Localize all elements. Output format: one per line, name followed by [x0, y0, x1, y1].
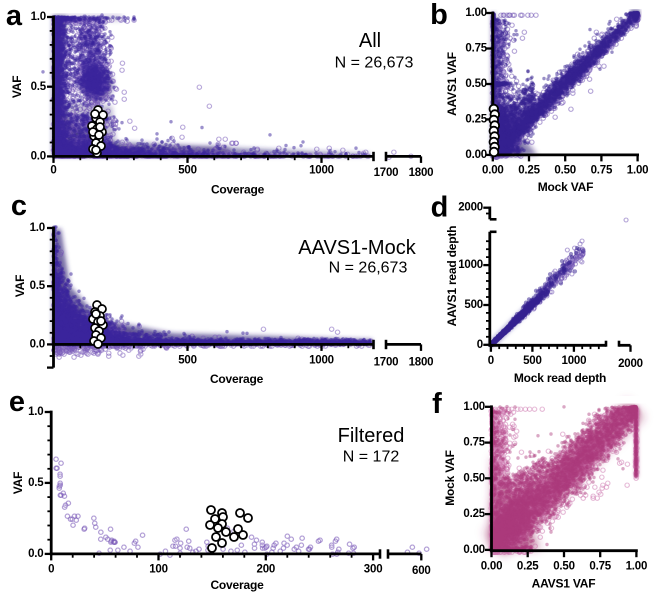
svg-text:1800: 1800: [409, 357, 434, 369]
svg-text:0.50: 0.50: [554, 165, 576, 177]
svg-text:b: b: [430, 0, 448, 31]
svg-text:All: All: [359, 30, 381, 52]
svg-text:0.50: 0.50: [553, 561, 575, 573]
svg-text:AAVS1-Mock: AAVS1-Mock: [298, 237, 416, 259]
svg-text:Coverage: Coverage: [210, 372, 264, 386]
svg-text:0.5: 0.5: [30, 280, 46, 292]
svg-text:VAF: VAF: [11, 472, 25, 495]
svg-text:0.50: 0.50: [465, 78, 487, 90]
svg-text:VAF: VAF: [13, 275, 27, 298]
svg-text:1.00: 1.00: [627, 165, 649, 177]
svg-text:0: 0: [48, 564, 54, 576]
svg-text:N = 26,673: N = 26,673: [329, 260, 408, 277]
svg-text:a: a: [6, 0, 23, 32]
svg-text:Filtered: Filtered: [338, 425, 405, 447]
svg-text:0.75: 0.75: [463, 437, 485, 449]
svg-text:300: 300: [364, 564, 383, 576]
svg-text:0.0: 0.0: [28, 548, 43, 560]
svg-text:0.25: 0.25: [518, 165, 540, 177]
svg-text:N = 26,673: N = 26,673: [335, 55, 414, 72]
svg-text:500: 500: [523, 355, 542, 367]
svg-text:0.25: 0.25: [463, 508, 485, 520]
svg-text:0.0: 0.0: [30, 338, 45, 350]
svg-text:0: 0: [50, 165, 56, 177]
svg-text:f: f: [432, 388, 442, 420]
svg-text:0.00: 0.00: [482, 165, 504, 177]
svg-text:1000: 1000: [309, 355, 334, 367]
svg-text:Mock read depth: Mock read depth: [514, 371, 606, 385]
svg-text:1800: 1800: [409, 167, 434, 179]
svg-text:d: d: [431, 192, 449, 224]
svg-text:e: e: [9, 386, 25, 418]
svg-text:Mock VAF: Mock VAF: [538, 180, 594, 194]
svg-text:1000: 1000: [309, 165, 334, 177]
svg-text:0.75: 0.75: [465, 43, 487, 55]
svg-text:500: 500: [178, 165, 197, 177]
svg-text:Coverage: Coverage: [210, 578, 264, 592]
svg-text:0.50: 0.50: [463, 472, 485, 484]
svg-text:0: 0: [488, 355, 494, 367]
svg-text:500: 500: [178, 355, 197, 367]
svg-text:0: 0: [477, 339, 483, 351]
svg-text:0.0: 0.0: [31, 150, 46, 162]
svg-text:500: 500: [464, 299, 483, 311]
svg-text:0.00: 0.00: [481, 561, 503, 573]
svg-text:1700: 1700: [374, 167, 399, 179]
svg-text:1.00: 1.00: [465, 7, 487, 19]
svg-text:VAF: VAF: [10, 76, 24, 99]
svg-text:1000: 1000: [458, 259, 483, 271]
svg-text:0.25: 0.25: [517, 561, 539, 573]
svg-text:N = 172: N = 172: [343, 449, 400, 466]
svg-text:2000: 2000: [618, 358, 643, 370]
svg-text:1.0: 1.0: [28, 406, 43, 418]
svg-text:0.00: 0.00: [463, 544, 485, 556]
svg-text:0.5: 0.5: [28, 477, 44, 489]
svg-text:0.75: 0.75: [591, 165, 613, 177]
svg-text:0.75: 0.75: [589, 561, 611, 573]
svg-text:0.25: 0.25: [465, 113, 487, 125]
svg-text:600: 600: [412, 565, 431, 577]
svg-text:1.00: 1.00: [463, 401, 485, 413]
svg-text:1000: 1000: [562, 355, 587, 367]
svg-text:AAVS1 VAF: AAVS1 VAF: [532, 577, 596, 591]
svg-text:0.00: 0.00: [465, 149, 487, 161]
svg-text:1.00: 1.00: [626, 561, 648, 573]
svg-text:200: 200: [257, 564, 276, 576]
svg-text:Mock VAF: Mock VAF: [443, 450, 457, 506]
svg-text:1.0: 1.0: [30, 222, 45, 234]
svg-text:100: 100: [149, 564, 168, 576]
svg-text:Coverage: Coverage: [211, 183, 265, 197]
svg-text:AAVS1 read depth: AAVS1 read depth: [445, 226, 459, 327]
svg-text:AAVS1 VAF: AAVS1 VAF: [445, 52, 459, 116]
svg-text:1700: 1700: [374, 357, 399, 369]
svg-text:2000: 2000: [458, 202, 483, 214]
svg-text:c: c: [11, 190, 27, 222]
svg-text:0.5: 0.5: [31, 81, 47, 93]
svg-text:1.0: 1.0: [31, 11, 46, 23]
